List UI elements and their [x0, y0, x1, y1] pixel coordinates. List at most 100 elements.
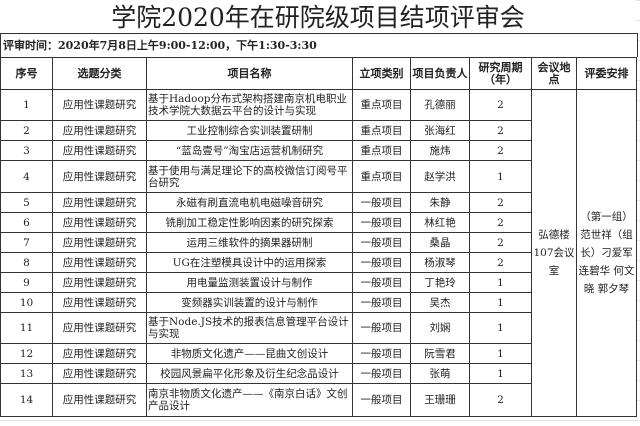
header-judges: 评委安排 [576, 57, 637, 90]
header-location: 会议地点 [531, 57, 577, 90]
row-period: 2 [469, 383, 532, 417]
row-no: 4 [0, 160, 53, 193]
row-leader: 刘娴 [410, 312, 470, 344]
row-name: “蓝岛壹号”淘宝店运营机制研究 [146, 140, 353, 161]
row-no: 11 [0, 312, 53, 344]
table-row: 4 应用性课题研究 基于使用与满足理论下的高校微信订阅号平台研究 重点项目 赵学洪 1 [0, 160, 637, 193]
header-row: 序号 选题分类 项目名称 立项类别 项目负责人 研究周期（年） 会议地点 评委安… [0, 57, 637, 90]
row-leader: 朱静 [410, 192, 470, 213]
header-type: 立项类别 [352, 57, 411, 90]
row-category: 应用性课题研究 [52, 192, 147, 213]
row-type: 一般项目 [352, 272, 411, 293]
row-name: 基于Hadoop分布式架构搭建南京机电职业技术学院大数据云平台的设计与实现 [146, 89, 353, 121]
row-name: 基于Node.JS技术的报表信息管理平台设计与实现 [146, 312, 353, 344]
row-leader: 赵学洪 [410, 160, 470, 193]
row-leader: 吴杰 [410, 292, 470, 313]
row-no: 13 [0, 363, 53, 384]
row-no: 12 [0, 343, 53, 364]
row-period: 2 [469, 212, 532, 233]
row-period: 2 [469, 89, 532, 121]
table-row: 14 应用性课题研究 南京非物质文化遗产——《南京白话》文创产品设计 一般项目 王珊珊 2 [0, 383, 637, 417]
meeting-location: 弘德楼107会议室 [531, 89, 577, 417]
row-category: 应用性课题研究 [52, 272, 147, 293]
row-leader: 林红艳 [410, 212, 470, 233]
row-type: 一般项目 [352, 383, 411, 417]
table-row: 3 应用性课题研究 “蓝岛壹号”淘宝店运营机制研究 重点项目 施炜 2 [0, 140, 637, 161]
row-no: 6 [0, 212, 53, 233]
row-no: 2 [0, 120, 53, 141]
header-name: 项目名称 [146, 57, 353, 90]
row-category: 应用性课题研究 [52, 89, 147, 121]
row-leader: 孔德丽 [410, 89, 470, 121]
row-name: 基于使用与满足理论下的高校微信订阅号平台研究 [146, 160, 353, 193]
row-no: 8 [0, 252, 53, 273]
table-row: 11 应用性课题研究 基于Node.JS技术的报表信息管理平台设计与实现 一般项目 刘娴… [0, 312, 637, 344]
header-category: 选题分类 [52, 57, 147, 90]
row-leader: 杨淑琴 [410, 252, 470, 273]
review-time: 评审时间：2020年7月8日上午9:00-12:00，下午1:30-3:30 [0, 33, 638, 57]
row-no: 3 [0, 140, 53, 161]
row-category: 应用性课题研究 [52, 292, 147, 313]
row-period: 1 [469, 160, 532, 193]
row-period: 2 [469, 140, 532, 161]
row-category: 应用性课题研究 [52, 160, 147, 193]
row-leader: 张海红 [410, 120, 470, 141]
row-no: 5 [0, 192, 53, 213]
row-type: 一般项目 [352, 363, 411, 384]
table-row: 2 应用性课题研究 工业控制综合实训装置研制 重点项目 张海红 2 [0, 120, 637, 141]
row-name: 变频器实训装置的设计与制作 [146, 292, 353, 313]
row-name: UG在注塑模具设计中的运用探索 [146, 252, 353, 273]
row-period: 1 [469, 292, 532, 313]
row-period: 2 [469, 192, 532, 213]
row-type: 一般项目 [352, 343, 411, 364]
row-leader: 王珊珊 [410, 383, 470, 417]
row-leader: 丁艳玲 [410, 272, 470, 293]
row-category: 应用性课题研究 [52, 232, 147, 253]
table-row: 10 应用性课题研究 变频器实训装置的设计与制作 一般项目 吴杰 1 [0, 292, 637, 313]
row-no: 14 [0, 383, 53, 417]
row-name: 工业控制综合实训装置研制 [146, 120, 353, 141]
row-category: 应用性课题研究 [52, 383, 147, 417]
row-no: 1 [0, 89, 53, 121]
table-row: 6 应用性课题研究 铣削加工稳定性影响因素的研究探索 一般项目 林红艳 2 [0, 212, 637, 233]
row-category: 应用性课题研究 [52, 120, 147, 141]
row-type: 一般项目 [352, 232, 411, 253]
row-no: 9 [0, 272, 53, 293]
row-name: 铣削加工稳定性影响因素的研究探索 [146, 212, 353, 233]
row-name: 永磁有刷直流电机电磁噪音研究 [146, 192, 353, 213]
row-type: 一般项目 [352, 312, 411, 344]
row-no: 7 [0, 232, 53, 253]
row-name: 非物质文化遗产——昆曲文创设计 [146, 343, 353, 364]
row-name: 校园风景扁平化形象及衍生纪念品设计 [146, 363, 353, 384]
row-type: 重点项目 [352, 89, 411, 121]
row-type: 一般项目 [352, 292, 411, 313]
judges-arrangement: （第一组）范世祥（组长）刁爱军 连碧华 何文晓 郭夕琴 [576, 89, 637, 417]
row-category: 应用性课题研究 [52, 212, 147, 233]
row-category: 应用性课题研究 [52, 343, 147, 364]
header-no: 序号 [0, 57, 53, 90]
row-category: 应用性课题研究 [52, 363, 147, 384]
row-period: 2 [469, 232, 532, 253]
row-type: 一般项目 [352, 252, 411, 273]
page-title: 学院2020年在研院级项目结项评审会 [0, 0, 636, 33]
project-table: 序号 选题分类 项目名称 立项类别 项目负责人 研究周期（年） 会议地点 评委安… [0, 57, 637, 417]
row-type: 重点项目 [352, 160, 411, 193]
row-type: 重点项目 [352, 140, 411, 161]
table-row: 9 应用性课题研究 用电量监测装置设计与制作 一般项目 丁艳玲 1 [0, 272, 637, 293]
row-type: 一般项目 [352, 212, 411, 233]
row-period: 1 [469, 272, 532, 293]
row-period: 2 [469, 252, 532, 273]
row-name: 运用三维软件的摘果器研制 [146, 232, 353, 253]
row-category: 应用性课题研究 [52, 140, 147, 161]
row-category: 应用性课题研究 [52, 312, 147, 344]
row-leader: 桑晶 [410, 232, 470, 253]
header-leader: 项目负责人 [410, 57, 470, 90]
row-type: 重点项目 [352, 120, 411, 141]
row-name: 用电量监测装置设计与制作 [146, 272, 353, 293]
row-period: 1 [469, 363, 532, 384]
row-period: 2 [469, 120, 532, 141]
row-period: 1 [469, 312, 532, 344]
row-name: 南京非物质文化遗产——《南京白话》文创产品设计 [146, 383, 353, 417]
row-category: 应用性课题研究 [52, 252, 147, 273]
row-type: 一般项目 [352, 192, 411, 213]
